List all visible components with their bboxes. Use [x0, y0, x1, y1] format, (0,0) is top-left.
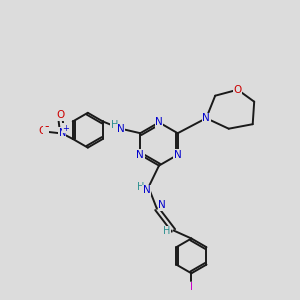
Text: N: N	[174, 150, 182, 160]
Text: H: H	[137, 182, 144, 192]
Text: H: H	[163, 226, 170, 236]
Text: N: N	[143, 185, 151, 195]
Text: N: N	[117, 124, 125, 134]
Text: O: O	[234, 85, 242, 95]
Text: N: N	[202, 113, 210, 123]
Text: N: N	[58, 128, 66, 138]
Text: N: N	[158, 200, 166, 210]
Text: I: I	[190, 282, 193, 292]
Text: O: O	[38, 126, 46, 136]
Text: O: O	[57, 110, 65, 121]
Text: +: +	[62, 124, 69, 133]
Text: -: -	[44, 120, 49, 133]
Text: N: N	[155, 117, 163, 128]
Text: H: H	[110, 120, 118, 130]
Text: N: N	[136, 150, 144, 160]
